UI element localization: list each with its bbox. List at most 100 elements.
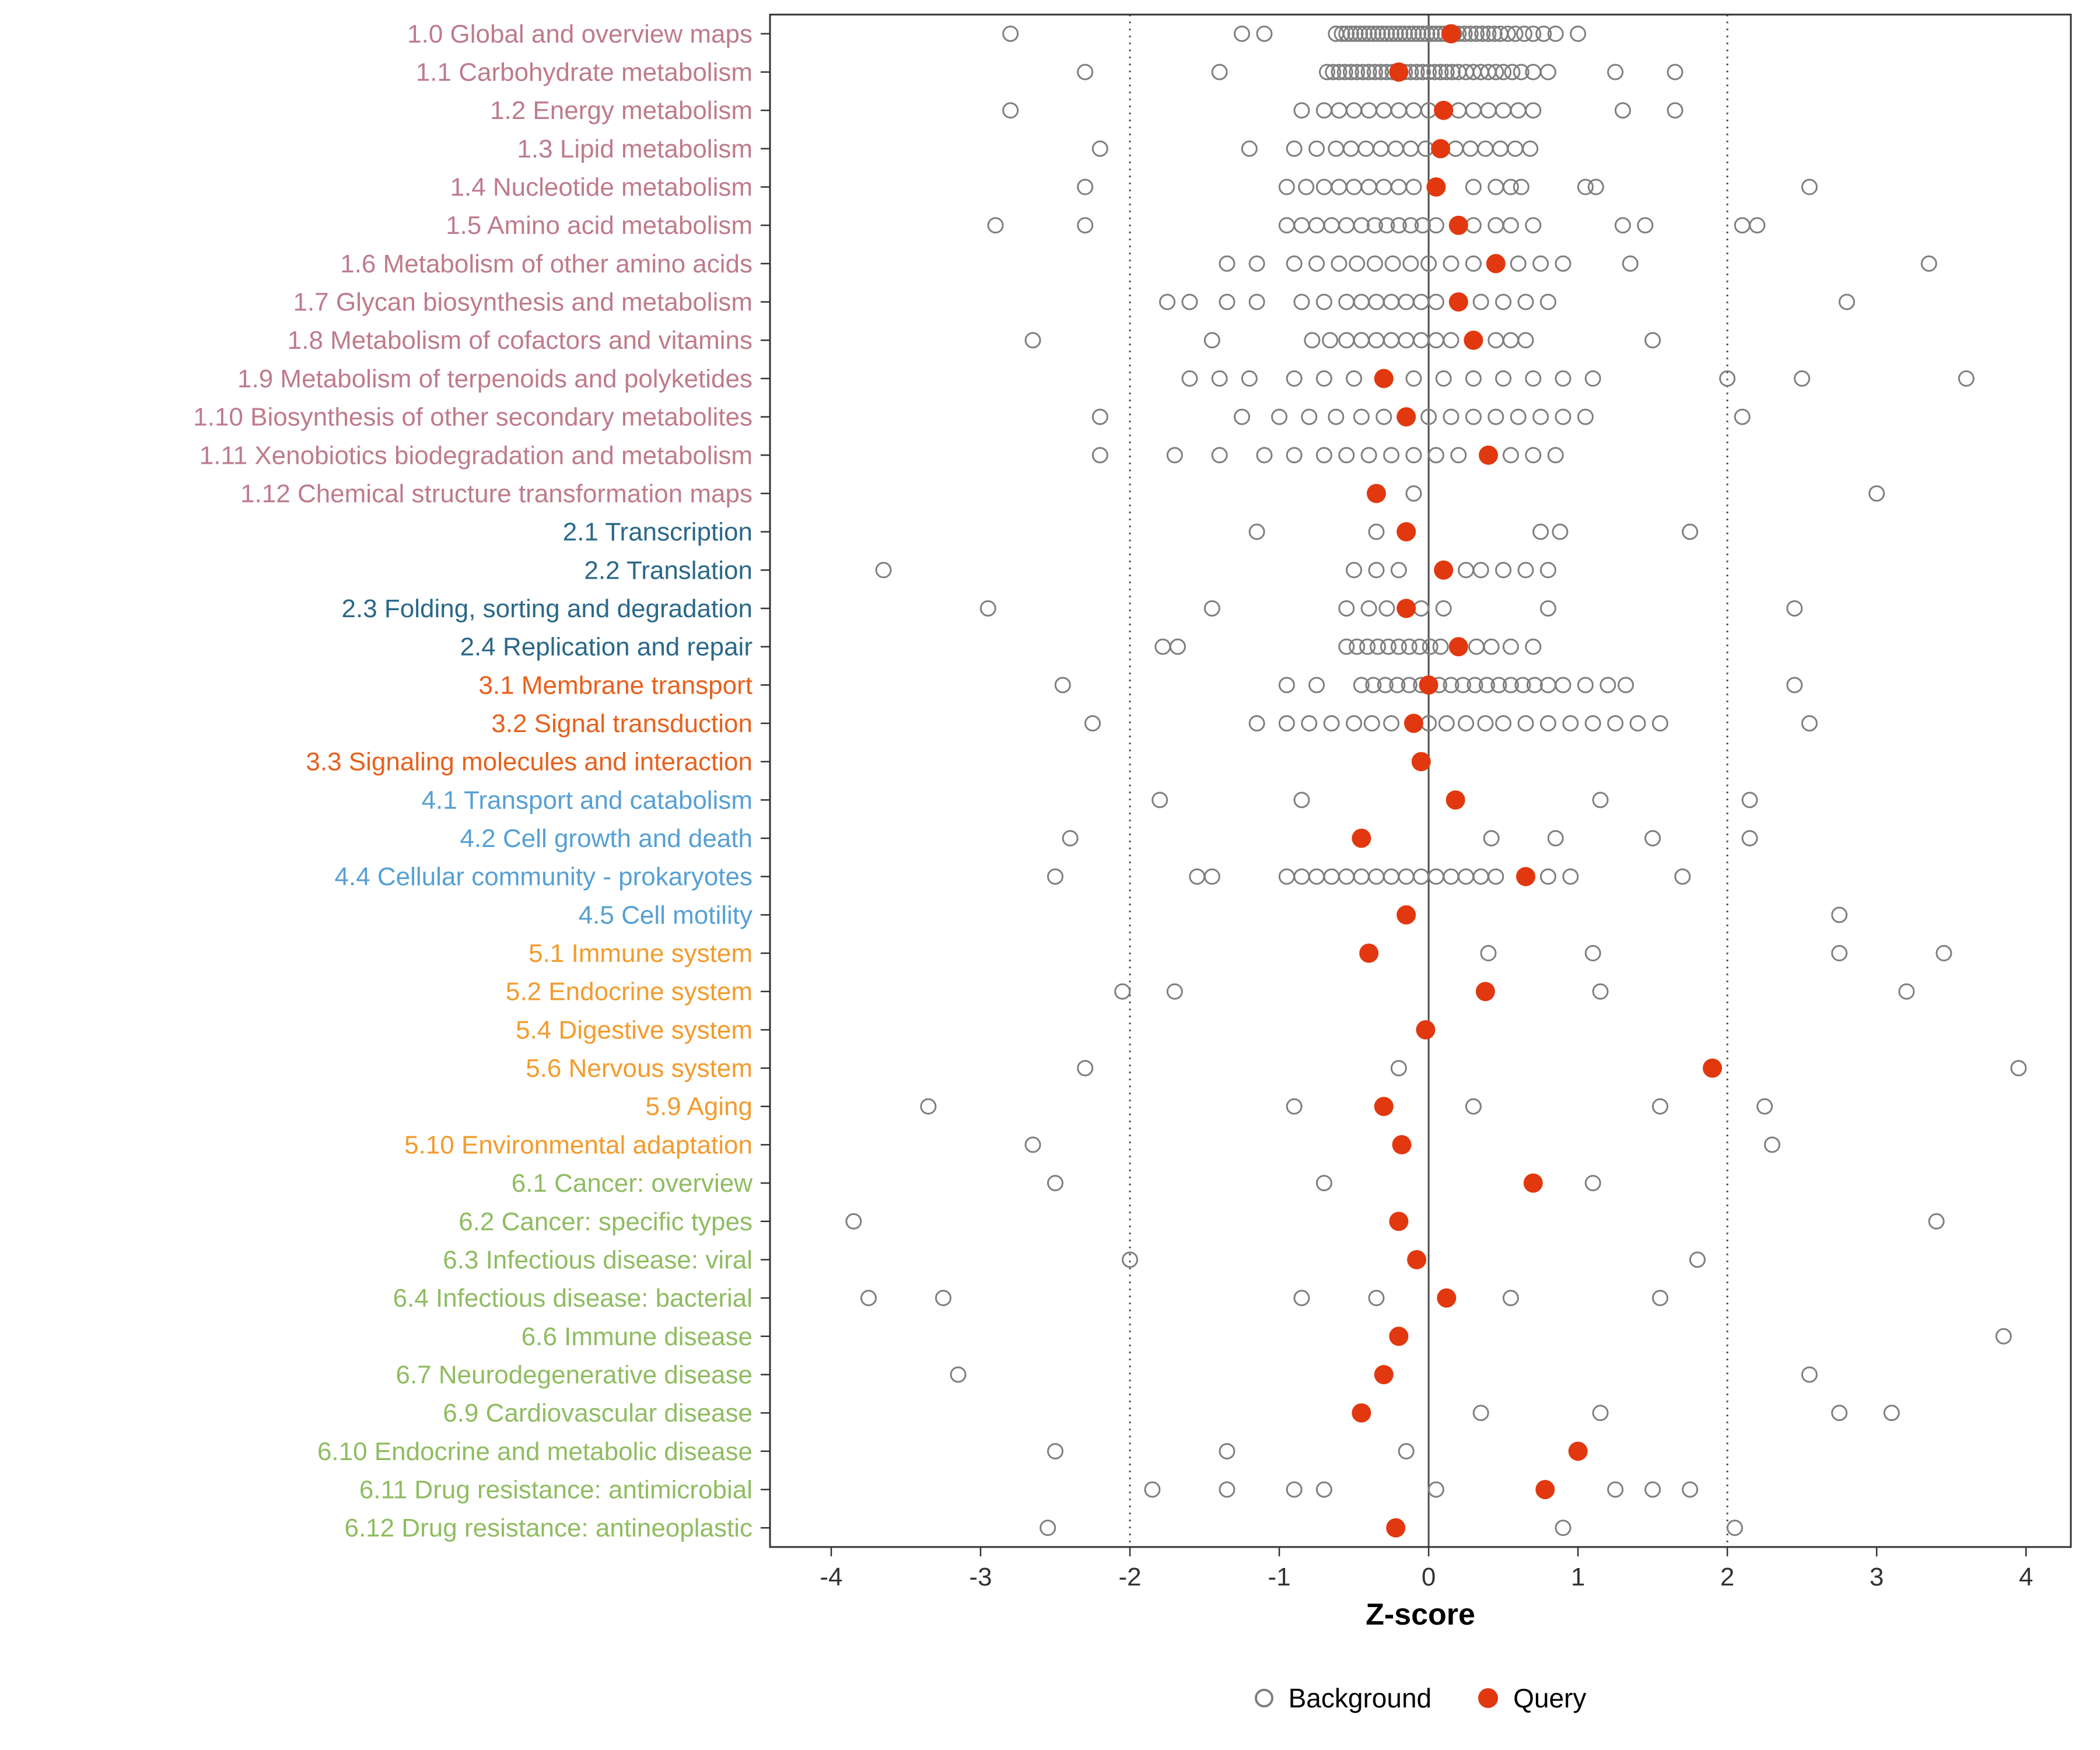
background-point xyxy=(1248,293,1265,310)
background-point xyxy=(1398,332,1415,349)
background-point xyxy=(1396,25,1413,42)
background-point xyxy=(1539,868,1556,885)
background-point xyxy=(1472,1405,1489,1422)
background-point xyxy=(1422,638,1438,655)
background-point xyxy=(1308,868,1325,885)
background-point xyxy=(1525,447,1542,464)
background-point xyxy=(1077,64,1094,80)
category-label: 6.9 Cardiovascular disease xyxy=(443,1399,752,1427)
background-point xyxy=(1510,255,1527,272)
background-point xyxy=(1525,638,1542,655)
background-point xyxy=(1401,25,1418,42)
background-point xyxy=(1387,25,1404,42)
background-point xyxy=(1517,562,1534,579)
background-point xyxy=(1211,447,1228,464)
background-point xyxy=(1346,715,1363,732)
background-point xyxy=(1488,64,1504,80)
query-point xyxy=(1523,1173,1543,1193)
background-point xyxy=(1868,485,1885,502)
background-point xyxy=(1838,293,1855,310)
background-point xyxy=(1435,600,1452,617)
background-point xyxy=(1577,408,1594,425)
category-label: 4.5 Cell motility xyxy=(579,901,752,929)
background-point xyxy=(1286,255,1303,272)
query-point xyxy=(1431,139,1451,159)
background-point xyxy=(935,1290,951,1307)
background-point xyxy=(1293,1290,1310,1307)
background-point xyxy=(1492,140,1508,157)
background-point xyxy=(1047,1443,1064,1460)
query-point xyxy=(1389,1212,1409,1231)
query-point-icon xyxy=(1478,1688,1499,1708)
background-point xyxy=(1338,638,1355,655)
background-point xyxy=(1378,217,1395,234)
background-point xyxy=(1458,715,1475,732)
background-point xyxy=(1384,255,1401,272)
background-point xyxy=(1301,715,1318,732)
background-point xyxy=(1077,217,1094,234)
query-point xyxy=(1478,445,1498,465)
background-point xyxy=(1651,1098,1668,1115)
background-point xyxy=(1318,64,1335,80)
background-point xyxy=(1077,178,1094,195)
background-point xyxy=(1353,408,1370,425)
background-point xyxy=(1438,64,1455,80)
background-point xyxy=(1472,868,1489,885)
background-point xyxy=(1166,447,1183,464)
background-point xyxy=(1454,677,1471,694)
background-point xyxy=(1552,523,1569,540)
background-point xyxy=(1401,677,1418,694)
background-point xyxy=(1054,677,1071,694)
background-point xyxy=(1383,25,1400,42)
query-point xyxy=(1448,637,1468,657)
background-point xyxy=(1248,715,1265,732)
background-point xyxy=(1465,178,1482,195)
category-label: 4.2 Cell growth and death xyxy=(460,824,752,853)
background-point xyxy=(1383,868,1400,885)
background-point xyxy=(1474,25,1491,42)
background-point xyxy=(1293,217,1310,234)
category-label: 1.1 Carbohydrate metabolism xyxy=(416,58,752,87)
background-point xyxy=(1219,1481,1236,1498)
background-point xyxy=(1293,868,1310,885)
background-point xyxy=(920,1098,937,1115)
background-point xyxy=(1368,868,1385,885)
background-point xyxy=(1278,677,1295,694)
x-tick-label: -2 xyxy=(1118,1563,1141,1591)
background-point xyxy=(1426,64,1443,80)
background-point xyxy=(1308,217,1325,234)
background-point xyxy=(1651,1290,1668,1307)
background-point xyxy=(1629,715,1646,732)
background-point xyxy=(1555,370,1572,387)
background-point xyxy=(1682,1481,1699,1498)
background-point xyxy=(1203,332,1220,349)
background-point xyxy=(1539,600,1556,617)
background-point xyxy=(950,1366,967,1383)
background-point xyxy=(1539,562,1556,579)
background-point xyxy=(1651,715,1668,732)
background-point xyxy=(1402,217,1419,234)
background-point xyxy=(1349,638,1366,655)
query-point xyxy=(1441,24,1461,44)
x-tick-label: -4 xyxy=(820,1563,842,1591)
query-point xyxy=(1475,982,1495,1002)
background-point xyxy=(1517,293,1534,310)
query-point xyxy=(1419,675,1438,695)
background-point xyxy=(1562,715,1579,732)
background-point xyxy=(1256,25,1273,42)
background-point xyxy=(1637,217,1654,234)
background-point xyxy=(1169,638,1186,655)
background-point xyxy=(1443,868,1460,885)
background-point xyxy=(860,1290,877,1307)
background-point xyxy=(1315,293,1332,310)
background-point xyxy=(1278,178,1295,195)
background-point xyxy=(1410,25,1427,42)
background-point xyxy=(1360,64,1377,80)
background-point xyxy=(1091,408,1108,425)
background-point xyxy=(1420,64,1437,80)
background-point xyxy=(1462,140,1479,157)
background-point xyxy=(1398,1443,1415,1460)
background-point xyxy=(1323,715,1340,732)
background-point xyxy=(1323,217,1340,234)
background-point xyxy=(1368,523,1385,540)
